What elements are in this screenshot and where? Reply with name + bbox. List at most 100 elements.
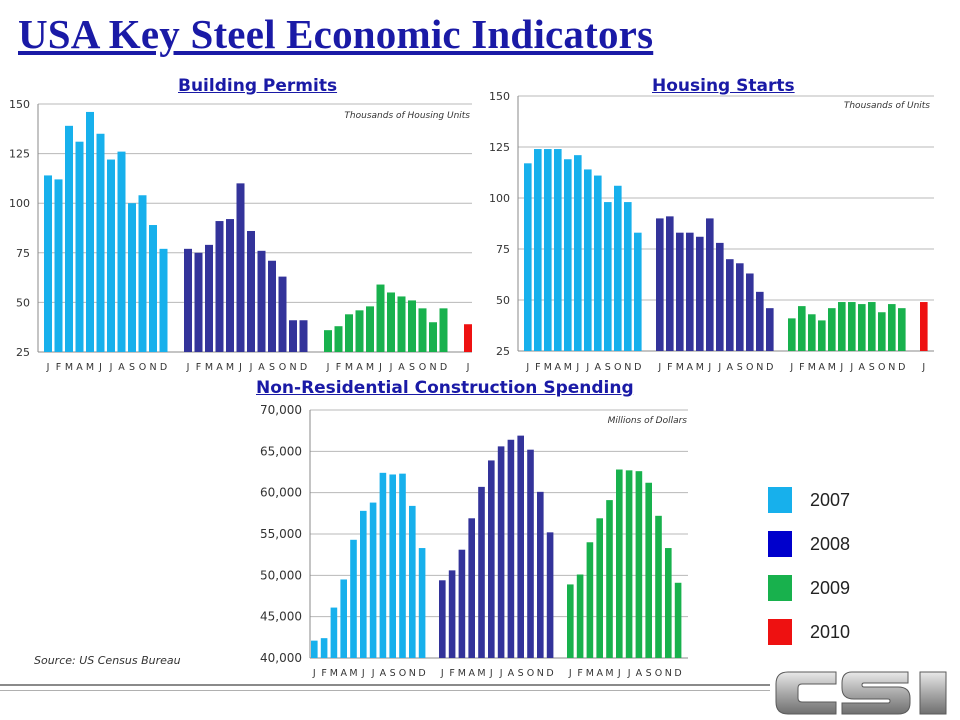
x-tick-label: D xyxy=(898,362,905,373)
x-tick-label: M xyxy=(205,362,213,373)
bar-2007-2 xyxy=(534,149,542,351)
bar-2007-9 xyxy=(604,202,612,351)
x-tick-label: M xyxy=(65,362,73,373)
x-tick-label: F xyxy=(577,668,582,679)
x-tick-label: D xyxy=(634,362,641,373)
legend-label-2007: 2007 xyxy=(810,489,851,510)
bar-2009-5 xyxy=(828,308,836,351)
bar-2008-7 xyxy=(247,230,255,352)
bar-2008-10 xyxy=(746,273,754,351)
x-tick-label: J xyxy=(371,668,375,679)
x-tick-label: M xyxy=(696,362,704,373)
unit-note: Millions of Dollars xyxy=(608,416,688,426)
x-tick-label: O xyxy=(419,362,426,373)
page-title: USA Key Steel Economic Indicators xyxy=(18,11,654,57)
bar-2009-4 xyxy=(596,518,603,658)
x-tick-label: M xyxy=(330,668,338,679)
x-tick-label: F xyxy=(196,362,201,373)
legend-swatch-2007 xyxy=(768,487,792,513)
x-tick-label: A xyxy=(118,362,125,373)
bar-2007-6 xyxy=(360,510,367,658)
bar-2007-10 xyxy=(614,185,622,351)
bar-2009-6 xyxy=(838,302,846,351)
bar-2009-8 xyxy=(858,304,866,351)
bar-2007-9 xyxy=(389,474,396,658)
y-tick-label: 150 xyxy=(489,90,510,103)
x-tick-label: D xyxy=(300,362,307,373)
bar-2009-5 xyxy=(366,306,374,352)
bar-2009-8 xyxy=(397,296,406,352)
x-tick-label: D xyxy=(766,362,773,373)
bar-2009-12 xyxy=(439,308,448,352)
bar-2008-4 xyxy=(686,232,694,351)
y-tick-label: 25 xyxy=(16,346,30,359)
x-tick-label: S xyxy=(605,362,611,373)
legend-item-2009: 2009 xyxy=(768,566,888,610)
bar-2008-6 xyxy=(706,218,714,351)
unit-note: Thousands of Units xyxy=(844,101,930,111)
building-permits-chart: 25 50 75 100 125 150 Thousands of Housing Unit… xyxy=(9,98,472,373)
x-tick-label: J xyxy=(312,668,316,679)
x-tick-label: M xyxy=(544,362,552,373)
bar-2009-7 xyxy=(848,302,856,351)
bar-2009-10 xyxy=(878,312,886,351)
bar-2007-7 xyxy=(107,159,115,352)
x-tick-label: F xyxy=(535,362,540,373)
bar-2007-11 xyxy=(624,202,632,351)
x-tick-label: M xyxy=(828,362,836,373)
x-tick-label: A xyxy=(468,668,475,679)
bar-2008-12 xyxy=(766,308,774,351)
x-tick-label: M xyxy=(564,362,572,373)
y-tick-label: 50,000 xyxy=(260,568,302,582)
x-tick-label: M xyxy=(345,362,353,373)
bar-2009-10 xyxy=(655,515,662,658)
x-tick-label: J xyxy=(186,362,190,373)
legend-item-2010: 2010 xyxy=(768,610,888,654)
bar-2007-12 xyxy=(159,248,168,352)
bar-2009-7 xyxy=(625,470,633,658)
bar-2009-2 xyxy=(798,306,806,351)
x-tick-label: M xyxy=(676,362,684,373)
x-tick-label: J xyxy=(238,362,242,373)
x-tick-label: N xyxy=(537,668,544,679)
y-tick-label: 45,000 xyxy=(260,610,302,624)
x-tick-label: O xyxy=(527,668,534,679)
legend-label-2009: 2009 xyxy=(810,577,851,598)
legend-swatch-2008 xyxy=(768,531,792,557)
x-tick-label: J xyxy=(789,362,793,373)
x-tick-label: J xyxy=(525,362,529,373)
x-tick-label: J xyxy=(568,668,572,679)
x-tick-label: N xyxy=(149,362,156,373)
x-tick-label: D xyxy=(160,362,167,373)
x-tick-label: A xyxy=(258,362,265,373)
bar-2008-8 xyxy=(507,439,515,658)
x-tick-label: J xyxy=(466,362,470,373)
unit-note: Thousands of Housing Units xyxy=(344,111,470,121)
x-tick-label: O xyxy=(746,362,753,373)
bar-2008-2 xyxy=(666,216,674,351)
x-tick-label: O xyxy=(614,362,621,373)
bar-2007-10 xyxy=(138,195,147,352)
bar-2007-4 xyxy=(75,141,84,352)
y-tick-label: 65,000 xyxy=(260,444,302,458)
bar-2009-1 xyxy=(324,330,332,352)
bar-2008-6 xyxy=(488,460,495,658)
csi-logo xyxy=(775,671,947,715)
bar-2007-1 xyxy=(311,640,318,658)
source-note: Source: US Census Bureau xyxy=(34,654,181,667)
bar-2007-8 xyxy=(594,175,602,351)
bar-2008-2 xyxy=(448,570,456,658)
x-tick-label: S xyxy=(646,668,652,679)
bar-2009-5 xyxy=(606,500,613,658)
bar-2009-9 xyxy=(645,482,652,658)
x-tick-label: F xyxy=(667,362,672,373)
x-tick-label: D xyxy=(674,668,681,679)
x-tick-label: M xyxy=(86,362,94,373)
bar-2008-8 xyxy=(726,259,734,351)
bar-2008-7 xyxy=(716,242,724,351)
bar-2007-8 xyxy=(379,472,387,658)
y-tick-label: 75 xyxy=(16,247,30,260)
bar-2008-9 xyxy=(268,260,276,352)
x-tick-label: A xyxy=(398,362,405,373)
x-tick-label: J xyxy=(657,362,661,373)
